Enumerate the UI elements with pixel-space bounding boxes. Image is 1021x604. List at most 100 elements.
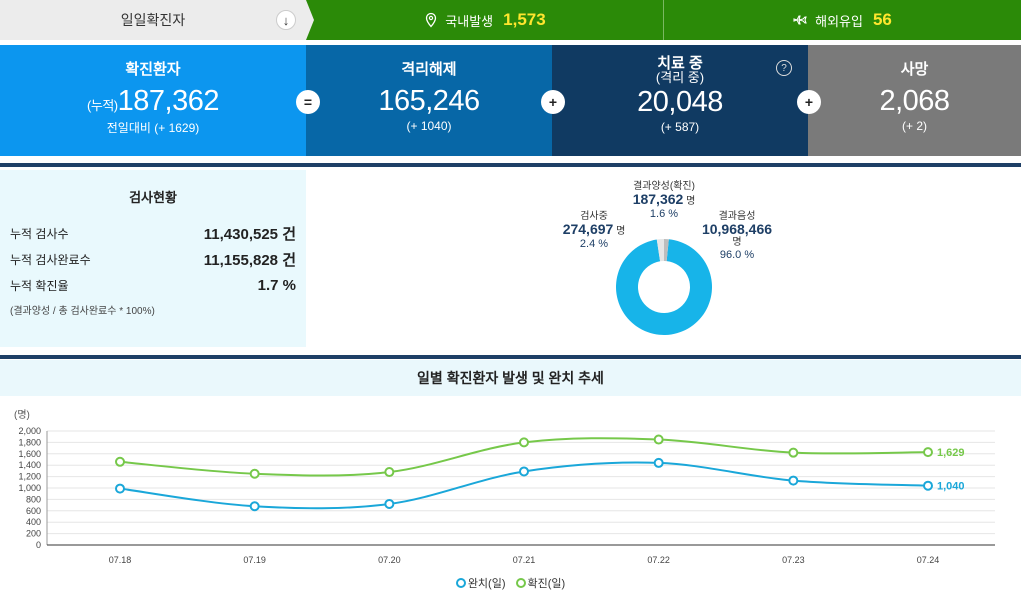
negative-label-block: 결과음성 10,968,466 명 96.0 %	[694, 210, 780, 262]
overseas-cases: 해외유입 56	[663, 0, 1021, 40]
confirmed-value: 187,362	[117, 85, 220, 117]
tests-row: 누적 검사완료수 11,155,828 건	[10, 246, 296, 272]
positive-value: 187,362	[632, 191, 684, 207]
y-tick-label: 1,200	[18, 472, 41, 482]
confirmed-title: 확진환자	[125, 61, 181, 78]
daily-confirmed-selector[interactable]: 일일확진자 ↓	[0, 0, 306, 40]
y-tick-label: 400	[26, 517, 41, 527]
arrow-down-icon[interactable]: ↓	[276, 10, 296, 30]
data-point	[653, 434, 664, 445]
legend-label: 확진(일)	[527, 578, 566, 590]
x-tick-label: 07.21	[513, 555, 536, 565]
positive-pct: 1.6 %	[649, 208, 679, 220]
testing-pct: 2.4 %	[579, 238, 609, 250]
data-point	[788, 475, 799, 486]
x-tick-label: 07.23	[782, 555, 805, 565]
released-delta: (+ 1040)	[406, 119, 452, 133]
donut-slice-positive	[664, 239, 669, 262]
domestic-label: 국내발생	[445, 13, 494, 29]
testing-label: 검사중	[580, 211, 608, 222]
daily-confirmed-label: 일일확진자	[120, 12, 186, 28]
testing-unit: 명	[616, 226, 626, 237]
equals-icon: =	[296, 90, 320, 114]
confirmed-value-line: (누적)187,362	[0, 85, 306, 118]
negative-label: 결과음성	[718, 211, 756, 222]
treating-subtitle: (격리 중)	[655, 70, 705, 85]
legend-marker	[515, 578, 526, 588]
domestic-value: 1,573	[503, 10, 546, 29]
data-point	[384, 498, 395, 509]
positive-unit: 명	[686, 196, 696, 207]
y-tick-label: 1,600	[18, 449, 41, 459]
y-tick-label: 0	[36, 540, 41, 550]
deaths-delta: (+ 2)	[901, 119, 927, 133]
tests-row-value: 11,155,828 건	[203, 251, 296, 269]
released-card: 격리해제 165,246 (+ 1040)	[306, 45, 552, 156]
y-tick-label: 1,000	[18, 483, 41, 493]
data-point	[249, 501, 260, 512]
testing-label-block: 검사중 274,697 명 2.4 %	[552, 210, 636, 251]
legend-item-confirmed[interactable]: 확진(일)	[515, 575, 566, 591]
legend-label: 완치(일)	[467, 578, 506, 590]
y-tick-label: 2,000	[18, 426, 41, 436]
legend-marker	[455, 578, 466, 588]
plus-icon: +	[541, 90, 565, 114]
donut-area: 결과양성(확진) 187,362 명 1.6 % 검사중 274,697 명 2…	[306, 170, 1021, 347]
tests-row-value: 11,430,525 건	[203, 225, 296, 243]
data-label: 1,040	[937, 481, 965, 493]
data-point	[923, 480, 933, 491]
x-tick-label: 07.24	[917, 555, 940, 565]
tests-row-label: 누적 검사수	[10, 226, 69, 241]
y-tick-label: 800	[26, 494, 41, 504]
data-point	[788, 447, 799, 458]
testing-value: 274,697	[562, 221, 614, 237]
negative-value: 10,968,466	[701, 221, 773, 237]
topbar-arrow-decoration	[306, 0, 314, 40]
treating-delta: (+ 587)	[660, 120, 700, 134]
overseas-value: 56	[872, 10, 892, 29]
released-title: 격리해제	[401, 61, 457, 78]
tests-row: 누적 확진율 1.7 %	[10, 272, 296, 298]
deaths-card: 사망 2,068 (+ 2)	[808, 45, 1021, 156]
domestic-cases: 국내발생 1,573	[306, 0, 663, 40]
negative-unit: 명	[732, 237, 742, 248]
negative-pct: 96.0 %	[719, 249, 755, 261]
chart-legend: 완치(일) 확진(일)	[0, 575, 1021, 591]
test-results-donut	[616, 239, 712, 335]
tests-panel: 검사현황 누적 검사수 11,430,525 건 누적 검사완료수 11,155…	[0, 170, 306, 347]
y-tick-label: 1,400	[18, 460, 41, 470]
data-point	[384, 467, 395, 478]
help-icon[interactable]: ?	[776, 60, 792, 76]
x-tick-label: 07.22	[647, 555, 670, 565]
confirmed-delta: 전일대비 (+ 1629)	[106, 121, 200, 135]
tests-row-label: 누적 확진율	[10, 278, 69, 293]
stats-row: 확진환자 (누적)187,362 전일대비 (+ 1629) 격리해제 165,…	[0, 45, 1021, 156]
section-divider	[0, 163, 1021, 167]
data-point	[923, 447, 933, 458]
donut-slice-testing	[656, 239, 664, 262]
top-bar: 일일확진자 ↓ 국내발생 1,573 해외유입 56	[0, 0, 1021, 40]
plus-icon: +	[797, 90, 821, 114]
released-value: 165,246	[378, 85, 480, 117]
legend-item-recovered[interactable]: 완치(일)	[455, 575, 506, 591]
x-tick-label: 07.20	[378, 555, 401, 565]
treating-value: 20,048	[637, 86, 723, 118]
section-divider	[0, 355, 1021, 359]
donut-slice-negative	[616, 239, 712, 335]
data-point	[653, 457, 664, 468]
airplane-icon	[793, 15, 807, 25]
tests-note: (결과양성 / 총 검사완료수 * 100%)	[10, 306, 155, 317]
deaths-title: 사망	[900, 61, 929, 78]
y-tick-label: 200	[26, 529, 41, 539]
tests-row: 누적 검사수 11,430,525 건	[10, 220, 296, 246]
data-point	[115, 483, 125, 494]
confirmed-card: 확진환자 (누적)187,362 전일대비 (+ 1629)	[0, 45, 306, 156]
tests-row-label: 누적 검사완료수	[10, 252, 91, 267]
data-point	[115, 456, 125, 467]
chart-title: 일별 확진환자 발생 및 완치 추세	[0, 360, 1021, 396]
y-tick-label: 600	[26, 506, 41, 516]
y-tick-label: 1,800	[18, 437, 41, 447]
data-point	[519, 466, 529, 477]
tests-row-value: 1.7 %	[257, 276, 296, 294]
